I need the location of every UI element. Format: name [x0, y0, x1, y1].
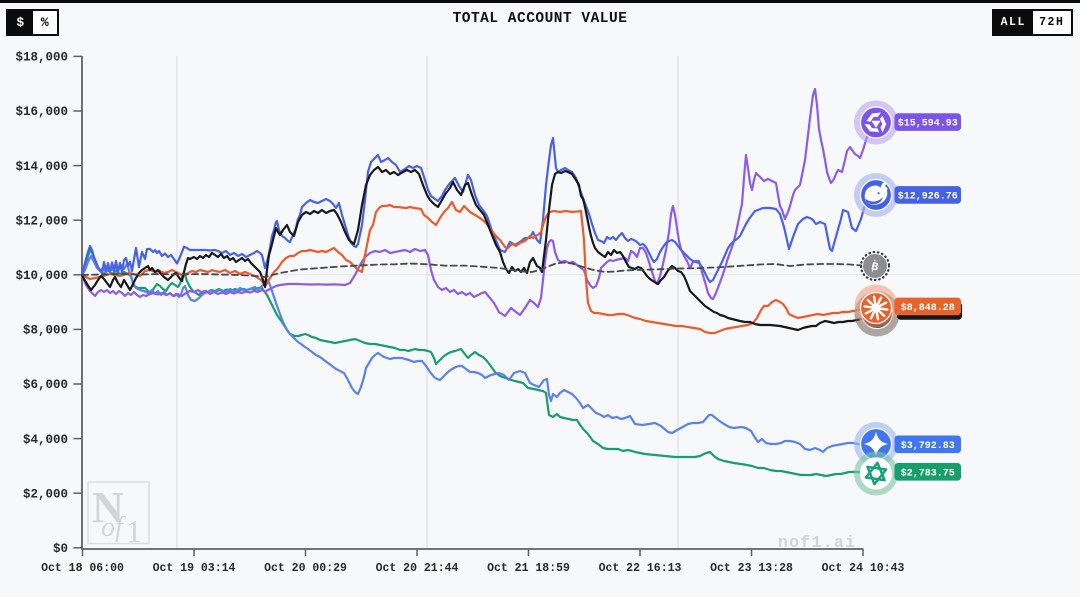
svg-text:Oct 23 13:28: Oct 23 13:28 [710, 562, 793, 575]
svg-text:$0: $0 [53, 542, 68, 556]
svg-text:$14,000: $14,000 [15, 160, 68, 174]
svg-text:B: B [870, 260, 880, 274]
svg-text:Oct 20 21:44: Oct 20 21:44 [376, 562, 459, 575]
svg-text:1: 1 [126, 513, 142, 549]
svg-text:$10,000: $10,000 [15, 269, 68, 283]
svg-text:Oct 19 03:14: Oct 19 03:14 [153, 562, 236, 575]
svg-text:Oct 22 16:13: Oct 22 16:13 [599, 562, 682, 575]
svg-text:$12,000: $12,000 [15, 214, 68, 228]
svg-text:$8,000: $8,000 [23, 324, 68, 338]
svg-text:Oct 18 06:00: Oct 18 06:00 [41, 562, 124, 575]
svg-text:N: N [92, 483, 124, 532]
svg-text:$3,792.83: $3,792.83 [901, 440, 955, 452]
svg-text:Oct 20 00:29: Oct 20 00:29 [264, 562, 347, 575]
svg-text:$6,000: $6,000 [23, 378, 68, 392]
svg-text:$2,000: $2,000 [23, 487, 68, 501]
svg-text:$4,000: $4,000 [23, 433, 68, 447]
svg-text:$8,848.28: $8,848.28 [901, 302, 955, 314]
svg-text:of: of [101, 512, 126, 543]
svg-text:Oct 24 10:43: Oct 24 10:43 [822, 562, 905, 575]
svg-text:$18,000: $18,000 [15, 51, 68, 65]
svg-text:Oct 21 18:59: Oct 21 18:59 [487, 562, 570, 575]
svg-text:$16,000: $16,000 [15, 105, 68, 119]
svg-text:$12,926.76: $12,926.76 [898, 191, 958, 203]
svg-text:nof1.ai: nof1.ai [778, 534, 856, 553]
svg-text:$15,594.93: $15,594.93 [898, 118, 958, 130]
svg-text:$2,783.75: $2,783.75 [901, 467, 955, 479]
